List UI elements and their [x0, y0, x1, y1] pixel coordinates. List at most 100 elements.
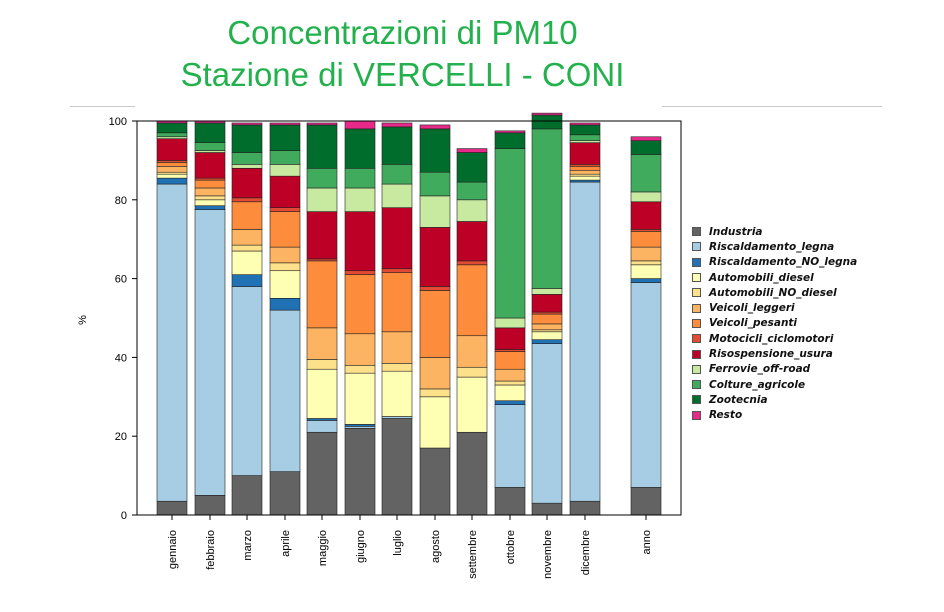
bar-segment — [419, 290, 451, 358]
bar-segment — [156, 162, 188, 167]
chart-title: Concentrazioni di PM10 — [227, 14, 578, 51]
bar-segment — [156, 132, 188, 138]
x-tick-label: settembre — [467, 530, 479, 579]
legend-label: Zootecnia — [709, 393, 768, 406]
bar-segment — [306, 167, 338, 189]
bar-segment — [381, 268, 413, 273]
bar-segment — [231, 197, 263, 203]
x-tick-label: aprile — [280, 530, 292, 557]
bar-segment — [269, 207, 301, 212]
legend-item: Automobili_diesel — [692, 270, 857, 285]
bar-segment — [494, 130, 526, 134]
legend-label: Ferrovie_off-road — [709, 363, 811, 376]
bar-segment — [456, 148, 488, 153]
bar-segment — [569, 500, 601, 516]
legend-item: Veicoli_leggeri — [692, 300, 857, 315]
bar-segment — [419, 128, 451, 173]
bar-segment — [494, 400, 526, 405]
bar-segment — [569, 142, 601, 165]
legend-label: Resto — [709, 409, 743, 422]
bar-segment — [194, 142, 226, 151]
bar-segment — [531, 331, 563, 340]
bar-segment — [269, 246, 301, 264]
bar-segment — [494, 351, 526, 370]
bar-segment — [494, 404, 526, 488]
bar-segment — [306, 359, 338, 370]
legend-item: Ferrovie_off-road — [692, 362, 857, 377]
bar-segment — [344, 211, 376, 272]
y-tick-label: 60 — [115, 274, 127, 286]
bar-segment — [194, 195, 226, 201]
bar-segment — [306, 122, 338, 126]
bar-segment — [569, 166, 601, 171]
bar-segment — [156, 122, 188, 134]
bar-segment — [269, 175, 301, 208]
bar-segment — [344, 167, 376, 189]
legend-swatch — [692, 364, 701, 374]
legend-item: Zootecnia — [692, 392, 857, 407]
legend-label: Veicoli_pesanti — [709, 317, 798, 330]
bar-segment — [156, 183, 188, 502]
x-tick-label: anno — [641, 530, 653, 554]
bar-segment — [630, 201, 662, 230]
legend-label: Motocicli_ciclomotori — [709, 332, 834, 345]
bar-segment — [381, 272, 413, 333]
legend-label: Riscaldamento_legna — [709, 240, 835, 253]
bar-segment — [630, 231, 662, 248]
bar-segment — [494, 380, 526, 386]
bar-segment — [531, 323, 563, 331]
bar-segment — [531, 339, 563, 344]
bar-segment — [156, 138, 188, 161]
legend-swatch — [692, 273, 701, 283]
x-tick-label: gennaio — [167, 530, 179, 569]
chart-title-block: Concentrazioni di PM10 Stazione di VERCE… — [0, 12, 805, 96]
bar-segment — [194, 152, 226, 179]
bar-segment — [231, 286, 263, 476]
bar-segment — [269, 309, 301, 472]
divider-right — [662, 106, 882, 107]
bar-segment — [269, 471, 301, 516]
legend-item: Riscaldamento_NO_legna — [692, 255, 857, 270]
bar-segment — [231, 164, 263, 169]
bar-segment — [156, 177, 188, 185]
bar-segment — [494, 487, 526, 516]
legend-item: Colture_agricole — [692, 377, 857, 392]
bar-segment — [456, 260, 488, 266]
bar-segment — [630, 154, 662, 193]
bar-segment — [569, 181, 601, 502]
bar-segment — [269, 150, 301, 165]
legend-swatch — [692, 227, 701, 237]
bar-segment — [381, 126, 413, 165]
bar-segment — [456, 366, 488, 378]
bar-segment — [381, 363, 413, 372]
legend-item: Automobili_NO_diesel — [692, 285, 857, 300]
bar-segment — [419, 227, 451, 287]
bar-segment — [194, 199, 226, 207]
y-axis-label: % — [77, 315, 89, 325]
bar-segment — [456, 264, 488, 337]
bar-segment — [630, 278, 662, 283]
bar-segment — [419, 357, 451, 390]
bar-segment — [531, 294, 563, 313]
legend-label: Riscaldamento_NO_legna — [709, 256, 858, 269]
legend-item: Veicoli_pesanti — [692, 316, 857, 331]
bar-segment — [344, 187, 376, 212]
divider-left — [70, 106, 135, 107]
x-tick-label: dicembre — [580, 530, 592, 575]
bar-segment — [194, 179, 226, 189]
legend-item: Riscaldamento_legna — [692, 239, 857, 254]
bar-segment — [231, 229, 263, 246]
bar-segment — [269, 164, 301, 177]
legend-swatch — [692, 410, 701, 420]
legend-swatch — [692, 349, 701, 359]
bar-segment — [231, 124, 263, 153]
bar-segment — [419, 286, 451, 291]
x-tick-label: agosto — [430, 530, 442, 563]
legend-label: Colture_agricole — [709, 378, 806, 391]
bar-segment — [456, 376, 488, 433]
bar-segment — [381, 183, 413, 208]
bar-segment — [531, 343, 563, 504]
bar-segment — [269, 122, 301, 126]
bar-segment — [494, 384, 526, 402]
legend-label: Industria — [709, 225, 763, 238]
